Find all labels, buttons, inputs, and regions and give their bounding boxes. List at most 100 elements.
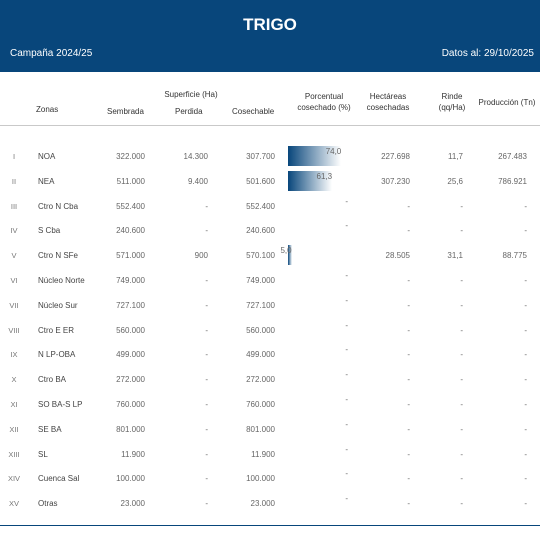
table-row: I NOA 322.000 14.300 307.700 74,0 227.698 11,7 2… xyxy=(0,144,540,169)
table-row: V Ctro N SFe 571.000 900 570.100 5,0 28.505 31,… xyxy=(0,243,540,268)
zone-number: VIII xyxy=(8,325,20,335)
cosechable-value: 560.000 xyxy=(246,325,275,335)
harvest-pct-label: - xyxy=(345,196,348,206)
campaign-label: Campaña 2024/25 xyxy=(10,48,93,59)
produccion-value: - xyxy=(524,276,527,285)
perdida-value: - xyxy=(205,226,208,236)
cosechable-value: 749.000 xyxy=(246,276,275,285)
col-produccion: Producción (Tn) xyxy=(478,98,536,107)
hectareas-value: - xyxy=(407,474,410,484)
produccion-value: 786.921 xyxy=(498,176,527,186)
rinde-value: 11,7 xyxy=(448,152,463,161)
rinde-value: - xyxy=(460,400,463,409)
table-row: XV Otras 23.000 - 23.000 - - - - xyxy=(0,491,540,516)
table-row: XIV Cuenca Sal 100.000 - 100.000 - - - - xyxy=(0,466,540,491)
perdida-value: 14.300 xyxy=(183,152,208,161)
zone-number: IX xyxy=(10,350,18,360)
cosechable-value: 11.900 xyxy=(251,449,275,459)
zone-name: Cuenca Sal xyxy=(38,474,80,484)
harvest-pct-label: 5,0 xyxy=(280,246,292,256)
harvest-pct-label: - xyxy=(345,221,348,231)
header-divider xyxy=(0,125,540,126)
sembrada-value: 727.100 xyxy=(116,300,145,310)
pct-cell: 61,3 xyxy=(288,169,358,194)
produccion-value: - xyxy=(524,424,527,434)
table-row: VIII Ctro E ER 560.000 - 560.000 - - - - xyxy=(0,318,540,343)
hectareas-value: - xyxy=(407,449,410,459)
perdida-value: 9.400 xyxy=(187,176,208,186)
zone-name: SL xyxy=(38,449,48,459)
pct-cell: - xyxy=(288,318,358,343)
hectareas-value: 28.505 xyxy=(385,251,410,261)
zone-name: Ctro BA xyxy=(38,375,67,385)
pct-cell: 5,0 xyxy=(280,243,358,268)
sembrada-value: 511.000 xyxy=(116,176,145,186)
zone-number: V xyxy=(11,251,17,261)
rinde-value: - xyxy=(460,375,463,385)
harvest-pct-bar xyxy=(288,146,342,166)
pct-cell: 74,0 xyxy=(288,144,358,169)
harvest-pct-label: - xyxy=(345,345,348,355)
rinde-value: - xyxy=(460,449,463,459)
table-row: XI SO BA-S LP 760.000 - 760.000 - - - - xyxy=(0,392,540,417)
col-cosechadas: cosechadas xyxy=(366,103,410,112)
table-row: IX N LP-OBA 499.000 - 499.000 - - - - xyxy=(0,342,540,367)
rinde-value: - xyxy=(460,226,463,236)
zone-number: XIII xyxy=(8,449,20,459)
hectareas-value: - xyxy=(407,424,410,434)
pct-cell: - xyxy=(288,367,358,392)
report-header: TRIGO Campaña 2024/25 Datos al: 29/10/20… xyxy=(0,0,540,72)
table-row: VI Núcleo Norte 749.000 - 749.000 - - - - xyxy=(0,268,540,293)
zone-number: VI xyxy=(10,276,18,285)
rinde-value: - xyxy=(460,499,463,509)
hectareas-value: - xyxy=(407,201,410,211)
col-rinde: Rinde xyxy=(441,92,463,101)
table-row: IV S Cba 240.600 - 240.600 - - - - xyxy=(0,218,540,243)
hectareas-value: 227.698 xyxy=(381,152,410,161)
harvest-pct-label: 74,0 xyxy=(325,147,342,156)
zone-name: S Cba xyxy=(38,226,61,236)
produccion-value: 267.483 xyxy=(498,152,527,161)
footer-divider xyxy=(0,525,540,526)
zone-number: XII xyxy=(9,424,19,434)
cosechable-value: 552.400 xyxy=(246,201,275,211)
cosechable-value: 100.000 xyxy=(246,474,275,484)
produccion-value: - xyxy=(524,449,527,459)
cosechable-value: 23.000 xyxy=(250,499,275,509)
perdida-value: - xyxy=(205,424,208,434)
perdida-value: - xyxy=(205,375,208,385)
pct-cell: - xyxy=(288,293,358,318)
produccion-value: - xyxy=(524,474,527,484)
perdida-value: - xyxy=(205,449,208,459)
col-perdida: Perdida xyxy=(175,107,203,116)
pct-cell: - xyxy=(288,218,358,243)
rinde-value: - xyxy=(460,300,463,310)
harvest-pct-label: 61,3 xyxy=(316,171,333,181)
perdida-value: - xyxy=(205,201,208,211)
cosechable-value: 501.600 xyxy=(246,176,275,186)
hectareas-value: - xyxy=(407,375,410,385)
pct-cell: - xyxy=(288,442,358,467)
zone-number: XIV xyxy=(7,474,21,484)
harvest-pct-label: - xyxy=(345,419,348,429)
zone-name: NEA xyxy=(38,176,55,186)
produccion-value: - xyxy=(524,400,527,409)
rinde-value: - xyxy=(460,350,463,360)
produccion-value: - xyxy=(524,325,527,335)
produccion-value: - xyxy=(524,226,527,236)
rinde-value: - xyxy=(460,474,463,484)
zone-name: Ctro E ER xyxy=(38,325,75,335)
col-cosechable: Cosechable xyxy=(232,107,275,116)
hectareas-value: - xyxy=(407,226,410,236)
sembrada-value: 571.000 xyxy=(116,251,145,261)
perdida-value: - xyxy=(205,474,208,484)
zone-name: N LP-OBA xyxy=(38,350,76,360)
sembrada-value: 801.000 xyxy=(116,424,145,434)
zone-number: II xyxy=(11,176,17,186)
harvest-pct-label: - xyxy=(345,370,348,380)
zone-number: I xyxy=(12,152,16,161)
col-hectareas: Hectáreas xyxy=(369,92,407,101)
sembrada-value: 499.000 xyxy=(116,350,145,360)
zone-name: SE BA xyxy=(38,424,62,434)
hectareas-value: - xyxy=(407,350,410,360)
